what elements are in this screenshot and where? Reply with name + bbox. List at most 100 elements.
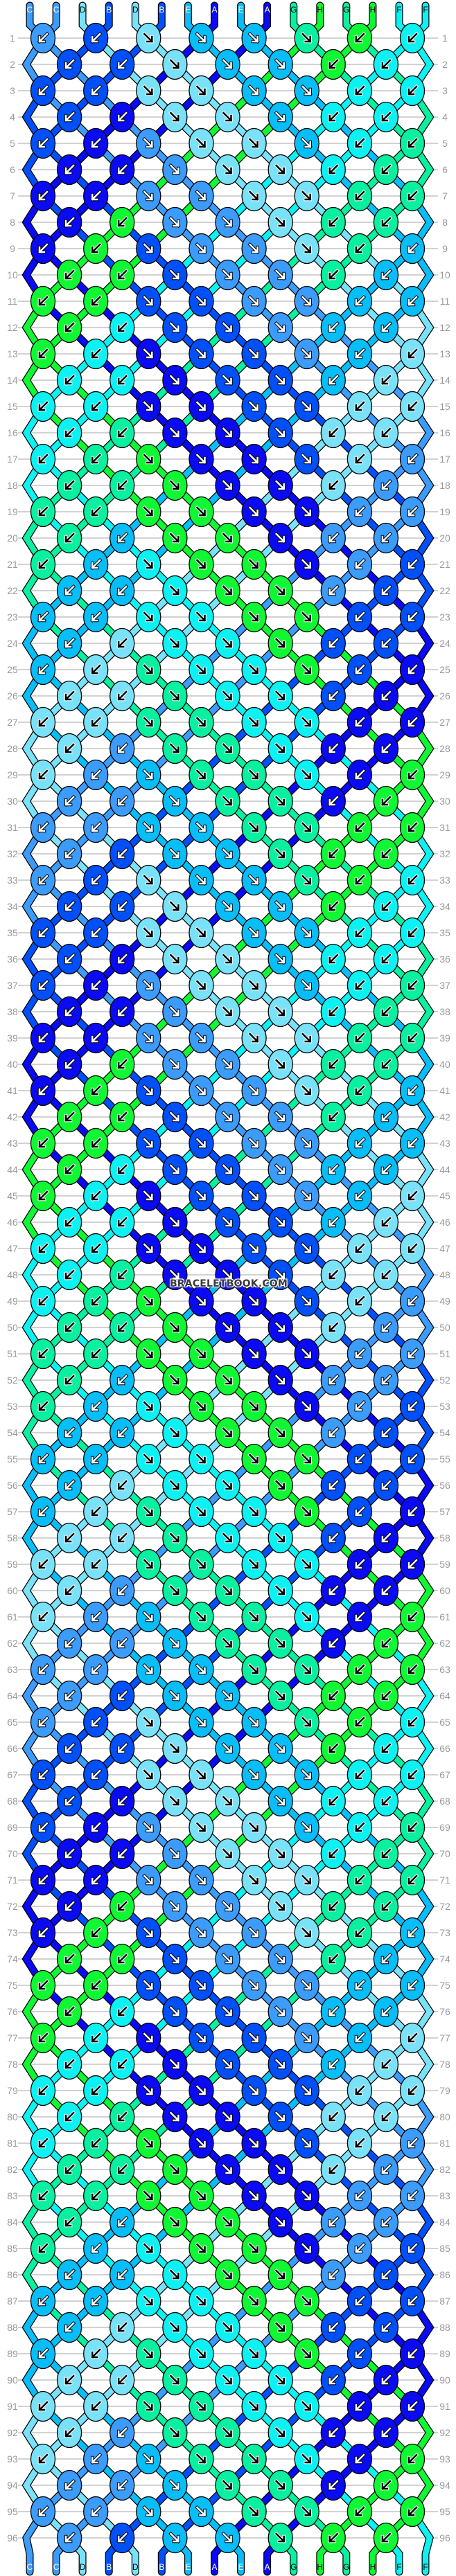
knot (83, 548, 109, 580)
row-number-right: 39 (439, 1032, 450, 1044)
knot (241, 496, 267, 528)
arrow-down-right-icon (222, 1480, 233, 1490)
arrow-down-left-icon (407, 138, 418, 148)
knot (162, 1627, 188, 1659)
arrow-down-left-icon (91, 1243, 101, 1253)
knot (399, 233, 426, 265)
knot (241, 601, 267, 633)
arrow-down-right-icon (222, 796, 233, 806)
row-number-right: 28 (439, 743, 450, 754)
knot (268, 522, 293, 554)
row-number-left: 92 (7, 2427, 18, 2438)
arrow-down-left-icon (407, 1506, 418, 1517)
knot (241, 654, 267, 686)
row-number-left: 46 (7, 1217, 18, 1228)
arrow-down-right-icon (301, 1348, 312, 1359)
knot (294, 1443, 319, 1475)
row-number-right: 11 (440, 296, 450, 307)
knot (83, 1812, 109, 1843)
arrow-down-left-icon (381, 796, 392, 806)
arrow-down-right-icon (248, 611, 259, 622)
row-number-left: 5 (10, 138, 15, 149)
knot (294, 180, 319, 212)
knot (399, 706, 426, 738)
arrow-down-left-icon (355, 611, 365, 622)
strand-H (22, 2, 434, 2575)
arrow-down-left-icon (64, 1585, 75, 1595)
knot (30, 1443, 56, 1475)
arrow-down-left-icon (381, 59, 392, 69)
knot (320, 1206, 346, 1238)
arrow-down-right-icon (195, 1401, 207, 1411)
knot (136, 2022, 161, 2054)
knot (56, 996, 82, 1028)
row-number-right: 19 (439, 506, 450, 517)
arrow-down-left-icon (381, 111, 392, 122)
arrow-down-right-icon (143, 401, 154, 411)
arrow-down-right-icon (274, 1269, 286, 1280)
knot (241, 338, 267, 370)
strand-label-top: G (290, 5, 297, 15)
row-number-left: 56 (7, 1480, 18, 1491)
arrow-down-left-icon (64, 743, 75, 753)
arrow-down-right-icon (248, 190, 259, 201)
knot (320, 1522, 346, 1554)
arrow-down-right-icon (222, 322, 233, 332)
knot (188, 391, 214, 422)
strand-B (22, 2, 434, 2575)
arrow-down-left-icon (381, 743, 392, 753)
strand-G (22, 2, 434, 2575)
strand-label-top: E (238, 5, 244, 15)
knot (136, 759, 161, 791)
row-number-left: 21 (7, 559, 18, 570)
knot (30, 2233, 56, 2264)
row-number-left: 71 (7, 1875, 18, 1886)
arrow-down-right-icon (222, 1006, 233, 1017)
strand-label-top: D (80, 5, 86, 15)
strand-label-top: G (343, 5, 349, 15)
knot (241, 1338, 267, 1370)
knot (215, 2311, 240, 2343)
knot (30, 2338, 56, 2370)
arrow-down-left-icon (64, 217, 75, 227)
arrow-down-left-icon (91, 1454, 101, 1464)
arrow-down-right-icon (169, 954, 180, 964)
knot (320, 2154, 346, 2185)
knot (320, 312, 346, 343)
row-number-left: 72 (7, 1901, 18, 1912)
knot (294, 1654, 319, 1685)
knot (320, 785, 346, 817)
row-number-left: 18 (7, 480, 18, 491)
knot (241, 2338, 267, 2370)
strand-D (22, 2, 434, 2575)
arrow-down-right-icon (143, 190, 154, 201)
row-number-left: 29 (7, 769, 18, 780)
knot (320, 1469, 346, 1501)
knot (83, 2496, 109, 2528)
knot (56, 1575, 82, 1607)
knot (294, 1917, 319, 1949)
knot (241, 1496, 267, 1528)
arrow-down-left-icon (64, 901, 75, 911)
arrow-down-right-icon (143, 664, 154, 674)
arrow-down-right-icon (143, 927, 154, 938)
knot (136, 1864, 161, 1896)
knot (136, 654, 161, 686)
knot (188, 1390, 214, 1422)
strand-label-bottom: E (238, 2562, 244, 2572)
knot (294, 1812, 319, 1843)
knot (83, 443, 109, 475)
knot (399, 1496, 426, 1528)
knot (294, 338, 319, 370)
knot (188, 496, 214, 528)
arrow-down-left-icon (38, 190, 49, 201)
knot (241, 391, 267, 422)
knot (241, 2022, 267, 2054)
arrow-down-left-icon (407, 1559, 418, 1569)
row-number-left: 35 (7, 927, 18, 938)
row-number-left: 57 (7, 1506, 18, 1517)
knot (294, 759, 319, 791)
row-number-right: 52 (439, 1375, 450, 1386)
arrow-down-left-icon (38, 1085, 49, 1095)
arrow-down-left-icon (328, 1375, 339, 1385)
